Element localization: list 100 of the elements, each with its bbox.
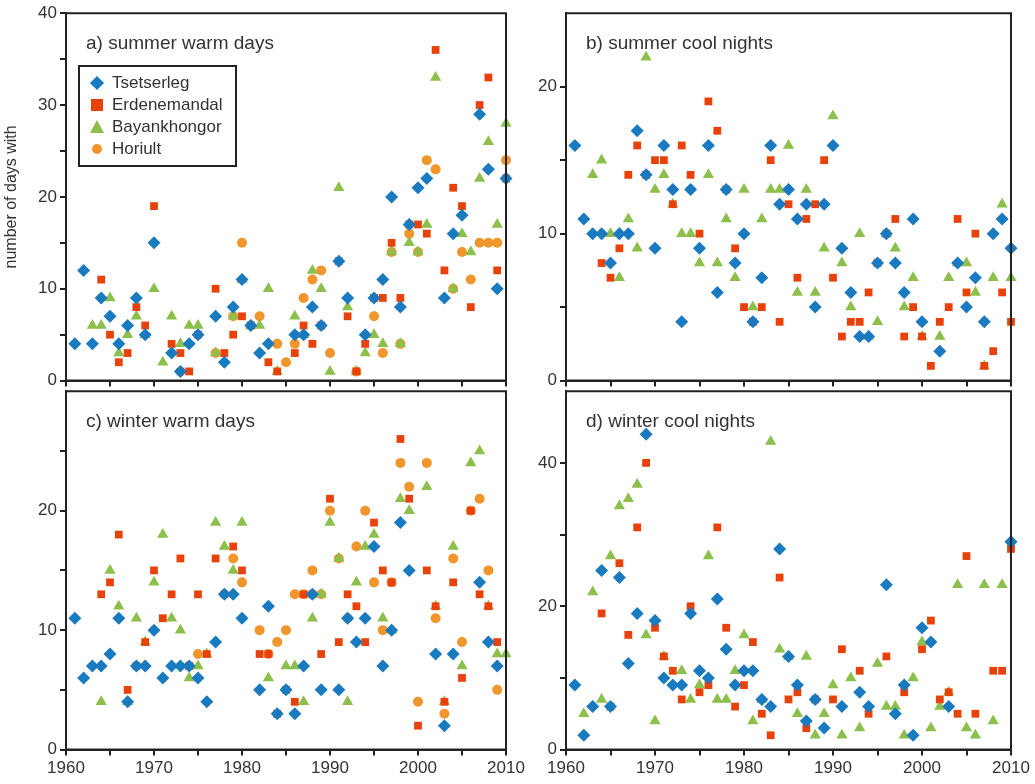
point bbox=[255, 650, 264, 658]
point bbox=[827, 678, 839, 689]
point bbox=[604, 256, 617, 270]
point bbox=[987, 714, 999, 725]
point bbox=[405, 494, 414, 503]
point bbox=[853, 330, 867, 344]
point bbox=[229, 330, 238, 339]
point bbox=[449, 578, 458, 587]
point bbox=[440, 266, 449, 275]
point bbox=[668, 666, 677, 675]
point bbox=[613, 499, 626, 510]
point bbox=[766, 156, 775, 165]
point bbox=[458, 674, 466, 682]
point bbox=[165, 346, 179, 360]
point bbox=[314, 683, 328, 697]
point bbox=[209, 516, 222, 526]
point bbox=[701, 138, 715, 152]
point bbox=[194, 590, 202, 599]
x-tick-label: 1980 bbox=[725, 758, 763, 778]
point bbox=[123, 349, 132, 357]
point bbox=[457, 637, 467, 648]
point bbox=[307, 274, 318, 285]
point bbox=[404, 481, 415, 492]
point bbox=[261, 599, 275, 613]
point bbox=[898, 728, 910, 739]
point bbox=[845, 671, 857, 682]
point bbox=[906, 212, 920, 226]
point bbox=[793, 273, 802, 282]
point bbox=[429, 647, 443, 661]
point bbox=[838, 645, 846, 654]
point bbox=[448, 553, 459, 564]
point bbox=[297, 695, 310, 706]
point bbox=[359, 540, 371, 550]
point bbox=[838, 332, 846, 341]
y-tick-label: 20 bbox=[538, 595, 557, 615]
point bbox=[94, 659, 108, 673]
point bbox=[773, 197, 787, 211]
point bbox=[746, 664, 760, 678]
point bbox=[106, 330, 114, 339]
point bbox=[933, 344, 947, 358]
point bbox=[325, 348, 335, 359]
point bbox=[376, 273, 390, 287]
point bbox=[704, 97, 713, 106]
point bbox=[297, 659, 311, 673]
point bbox=[773, 542, 787, 556]
point bbox=[613, 271, 626, 281]
point bbox=[141, 321, 150, 330]
point bbox=[782, 183, 795, 197]
point bbox=[710, 592, 724, 606]
point bbox=[962, 552, 971, 560]
point bbox=[289, 659, 301, 670]
point bbox=[720, 212, 732, 223]
point bbox=[334, 638, 343, 646]
point bbox=[695, 229, 704, 238]
point bbox=[995, 212, 1009, 226]
point bbox=[818, 707, 830, 718]
point bbox=[577, 212, 591, 226]
point bbox=[989, 666, 998, 675]
point bbox=[361, 638, 370, 646]
x-tick-label: 2000 bbox=[903, 758, 941, 778]
point bbox=[854, 227, 866, 237]
point bbox=[106, 578, 114, 587]
point bbox=[466, 303, 475, 312]
point bbox=[862, 700, 876, 714]
point bbox=[85, 337, 99, 351]
point bbox=[281, 357, 291, 368]
point bbox=[254, 311, 265, 322]
point bbox=[800, 183, 812, 193]
point bbox=[897, 285, 911, 299]
point bbox=[411, 181, 425, 195]
point bbox=[765, 183, 777, 193]
y-tick-label: 0 bbox=[547, 739, 557, 759]
point bbox=[358, 611, 372, 625]
y-tick-label: 10 bbox=[38, 278, 57, 298]
point bbox=[595, 227, 609, 241]
point bbox=[773, 183, 786, 193]
point bbox=[906, 728, 920, 742]
point bbox=[307, 565, 318, 576]
y-tick-label: 0 bbox=[547, 370, 557, 390]
point bbox=[595, 563, 609, 577]
point bbox=[677, 695, 686, 704]
point bbox=[738, 628, 750, 639]
point bbox=[651, 156, 659, 165]
point bbox=[916, 635, 928, 646]
point bbox=[640, 50, 652, 61]
point bbox=[811, 200, 820, 209]
point bbox=[324, 364, 336, 375]
point bbox=[969, 728, 982, 739]
point bbox=[193, 649, 203, 660]
point bbox=[333, 181, 345, 191]
point bbox=[624, 170, 633, 179]
point bbox=[615, 559, 624, 568]
point bbox=[237, 577, 247, 588]
point bbox=[393, 516, 407, 530]
point bbox=[474, 237, 485, 248]
point bbox=[927, 616, 935, 625]
point bbox=[167, 590, 176, 599]
point bbox=[693, 241, 706, 255]
point bbox=[749, 638, 757, 646]
point bbox=[235, 611, 249, 625]
